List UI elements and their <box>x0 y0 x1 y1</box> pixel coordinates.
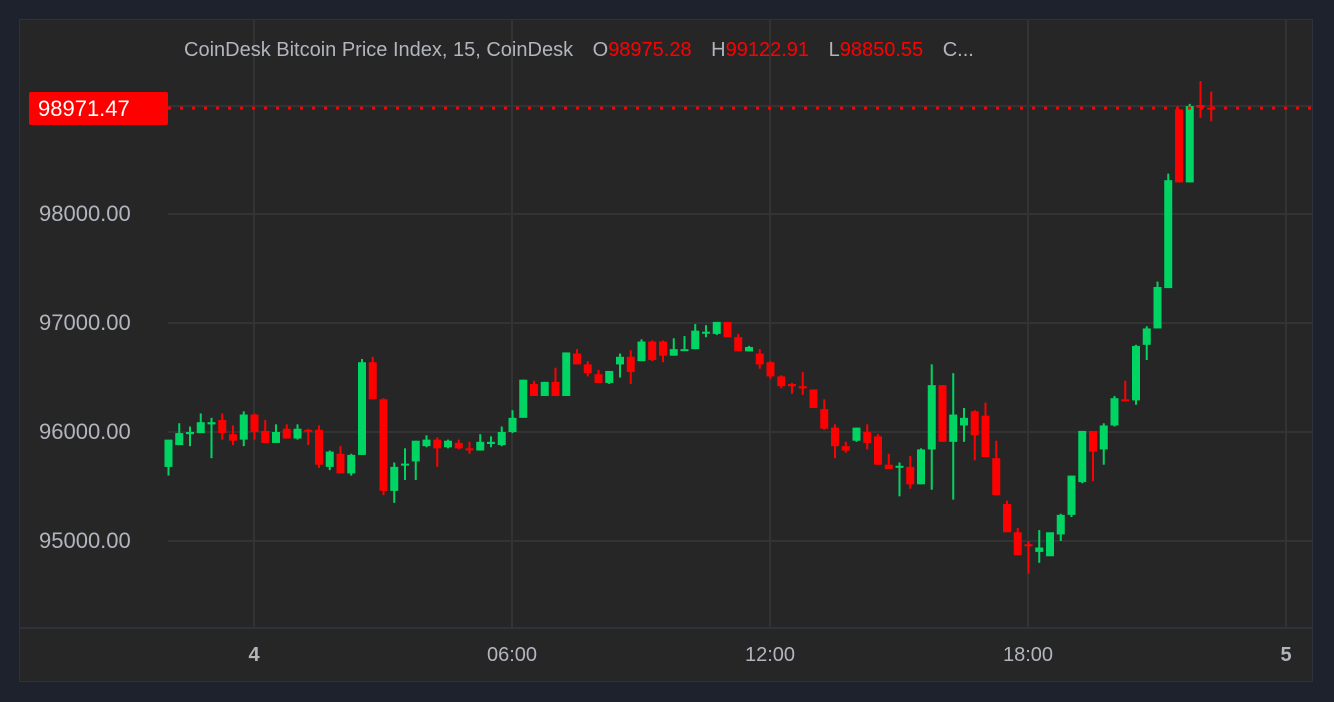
series-legend[interactable]: CoinDesk Bitcoin Price Index, 15, CoinDe… <box>184 39 974 62</box>
x-tick-0600: 06:00 <box>486 644 538 666</box>
x-tick-day-4: 4 <box>248 644 260 666</box>
low-value: 98850.55 <box>839 39 924 61</box>
close-label: C... <box>942 39 974 61</box>
grid-lines <box>168 20 1313 628</box>
y-tick-97000: 97000.00 <box>39 310 131 335</box>
y-tick-95000: 95000.00 <box>39 528 131 553</box>
last-price-tag: 98971.47 <box>29 92 168 125</box>
x-tick-1800: 18:00 <box>1002 644 1054 666</box>
x-tick-1200: 12:00 <box>744 644 796 666</box>
series-title: CoinDesk Bitcoin Price Index, 15, CoinDe… <box>184 39 574 61</box>
y-tick-98000: 98000.00 <box>39 201 131 226</box>
y-tick-96000: 96000.00 <box>39 419 131 444</box>
open-value: 98975.28 <box>608 39 692 61</box>
high-label: H <box>711 39 726 61</box>
low-label: L <box>828 39 840 61</box>
open-label: O <box>592 39 609 61</box>
candles <box>164 81 1216 574</box>
high-value: 99122.91 <box>725 39 810 61</box>
x-tick-day-5: 5 <box>1280 644 1292 666</box>
